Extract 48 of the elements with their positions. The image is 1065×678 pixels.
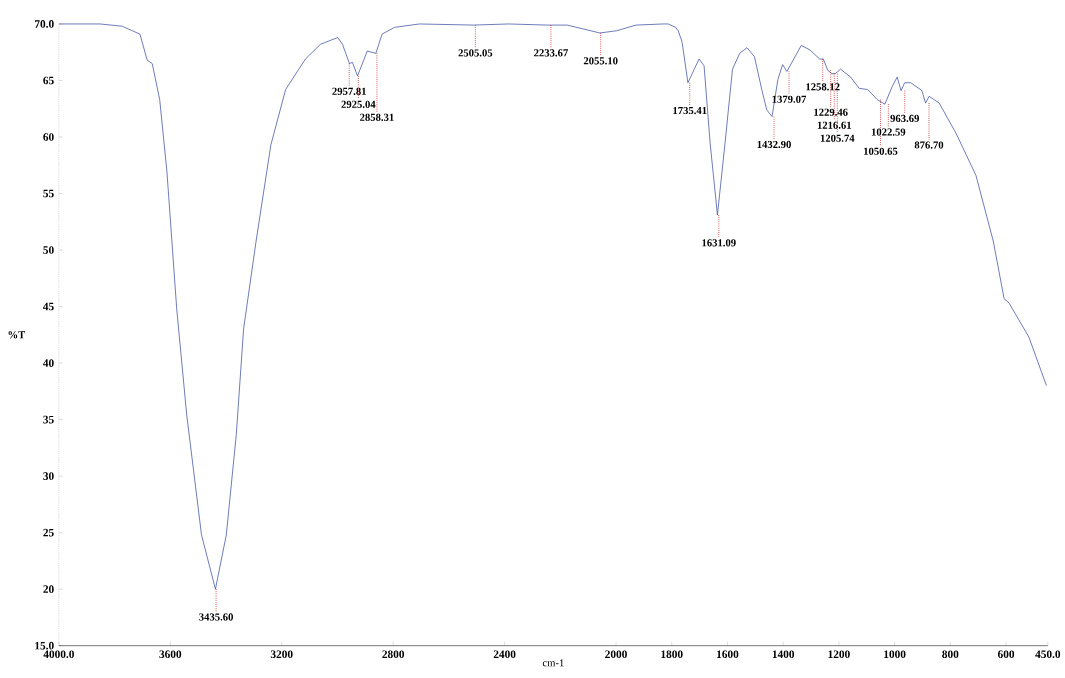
annotation: 2055.10 (583, 57, 618, 65)
annotation: 963.69 (890, 115, 919, 123)
y-tick-label: 45 (43, 302, 54, 311)
x-tick-label: 450.0 (1035, 650, 1061, 659)
y-axis-title: %T (8, 331, 26, 339)
x-tick-label: 4000.0 (43, 650, 74, 659)
annotation: 1216.61 (817, 121, 852, 130)
y-tick-label: 70.0 (35, 20, 54, 28)
annotation: 876.70 (914, 141, 944, 149)
y-tick-label: 15.0 (35, 642, 54, 650)
y-tick-label: 60 (43, 133, 54, 141)
x-tick-label: 3200 (270, 650, 293, 659)
x-tick-label: 800 (942, 650, 959, 659)
annotation: 1050.65 (864, 147, 898, 156)
annotation: 1022.59 (871, 128, 906, 136)
x-tick-label: 1000 (884, 650, 906, 659)
annotation: 1735.41 (673, 107, 707, 115)
annotation: 1205.74 (820, 134, 855, 143)
annotation: 2505.05 (458, 49, 493, 57)
x-tick-label: 2400 (493, 650, 516, 659)
y-tick-label: 30 (43, 472, 54, 481)
annotation: 2858.31 (360, 113, 394, 122)
line-series (58, 23, 1047, 590)
y-tick-label: 40 (43, 359, 54, 368)
x-tick-label: 2000 (605, 650, 627, 659)
y-tick-label: 35 (43, 415, 54, 424)
y-tick-label: 55 (43, 189, 54, 198)
x-tick-label: 600 (997, 650, 1015, 659)
x-tick-label: 1800 (661, 650, 683, 659)
y-tick-label: 25 (43, 529, 54, 537)
x-axis-title: cm-1 (542, 659, 564, 667)
annotation: 1631.09 (702, 239, 736, 247)
x-tick-label: 1200 (828, 650, 850, 659)
y-tick-label: 20 (43, 585, 54, 594)
annotation: 1379.07 (772, 95, 807, 104)
annotation: 1258.12 (806, 83, 840, 91)
annotation: 1432.90 (757, 141, 791, 149)
annotation: 1229.46 (814, 108, 848, 117)
annotation: 3435.60 (199, 613, 233, 621)
x-tick-label: 2800 (382, 650, 405, 659)
x-tick-label: 1400 (772, 650, 795, 659)
x-tick-label: 3600 (159, 650, 182, 659)
annotation: 2233.67 (534, 49, 568, 57)
annotation: 2925.04 (341, 100, 376, 109)
y-tick-label: 50 (43, 246, 54, 255)
x-tick-label: 1600 (717, 650, 739, 659)
y-tick-label: 65 (43, 76, 54, 85)
annotation: 2957.81 (332, 87, 366, 96)
